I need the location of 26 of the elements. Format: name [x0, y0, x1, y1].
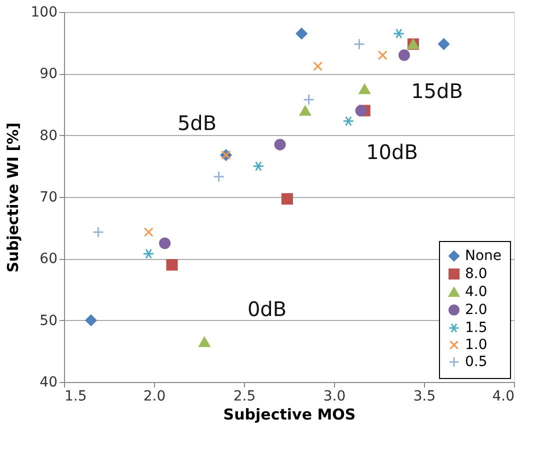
- legend-label: 1.5: [465, 320, 488, 336]
- legend-label: 4.0: [465, 284, 488, 300]
- x-tick-label: 2.5: [233, 388, 256, 404]
- legend-label: 0.5: [465, 354, 488, 370]
- y-tick-label: 60: [40, 251, 58, 268]
- legend-label: None: [465, 248, 502, 264]
- x-tick-label: 1.5: [64, 388, 87, 404]
- x-tick-label: 3.5: [413, 388, 436, 404]
- y-tick-label: 80: [40, 128, 58, 144]
- x-tick-label: 4.0: [492, 388, 514, 404]
- y-axis-title: Subjective WI [%]: [4, 122, 22, 272]
- x-tick-label: 3.0: [323, 388, 346, 404]
- y-tick-label: 70: [40, 190, 58, 206]
- x-tick-label: 2.0: [143, 388, 166, 404]
- y-tick-label: 40: [40, 374, 58, 390]
- x-axis-title: Subjective MOS: [223, 406, 356, 424]
- legend-label: 1.0: [465, 337, 488, 353]
- annotation: 10dB: [366, 140, 418, 164]
- y-tick-label: 50: [40, 312, 58, 329]
- legend-label: 8.0: [465, 266, 488, 282]
- legend-label: 2.0: [465, 302, 488, 318]
- y-tick-label: 90: [40, 66, 58, 82]
- annotation: 0dB: [247, 297, 287, 321]
- annotation: 5dB: [177, 111, 217, 135]
- annotation: 15dB: [411, 79, 463, 103]
- y-tick-label: 100: [30, 4, 58, 20]
